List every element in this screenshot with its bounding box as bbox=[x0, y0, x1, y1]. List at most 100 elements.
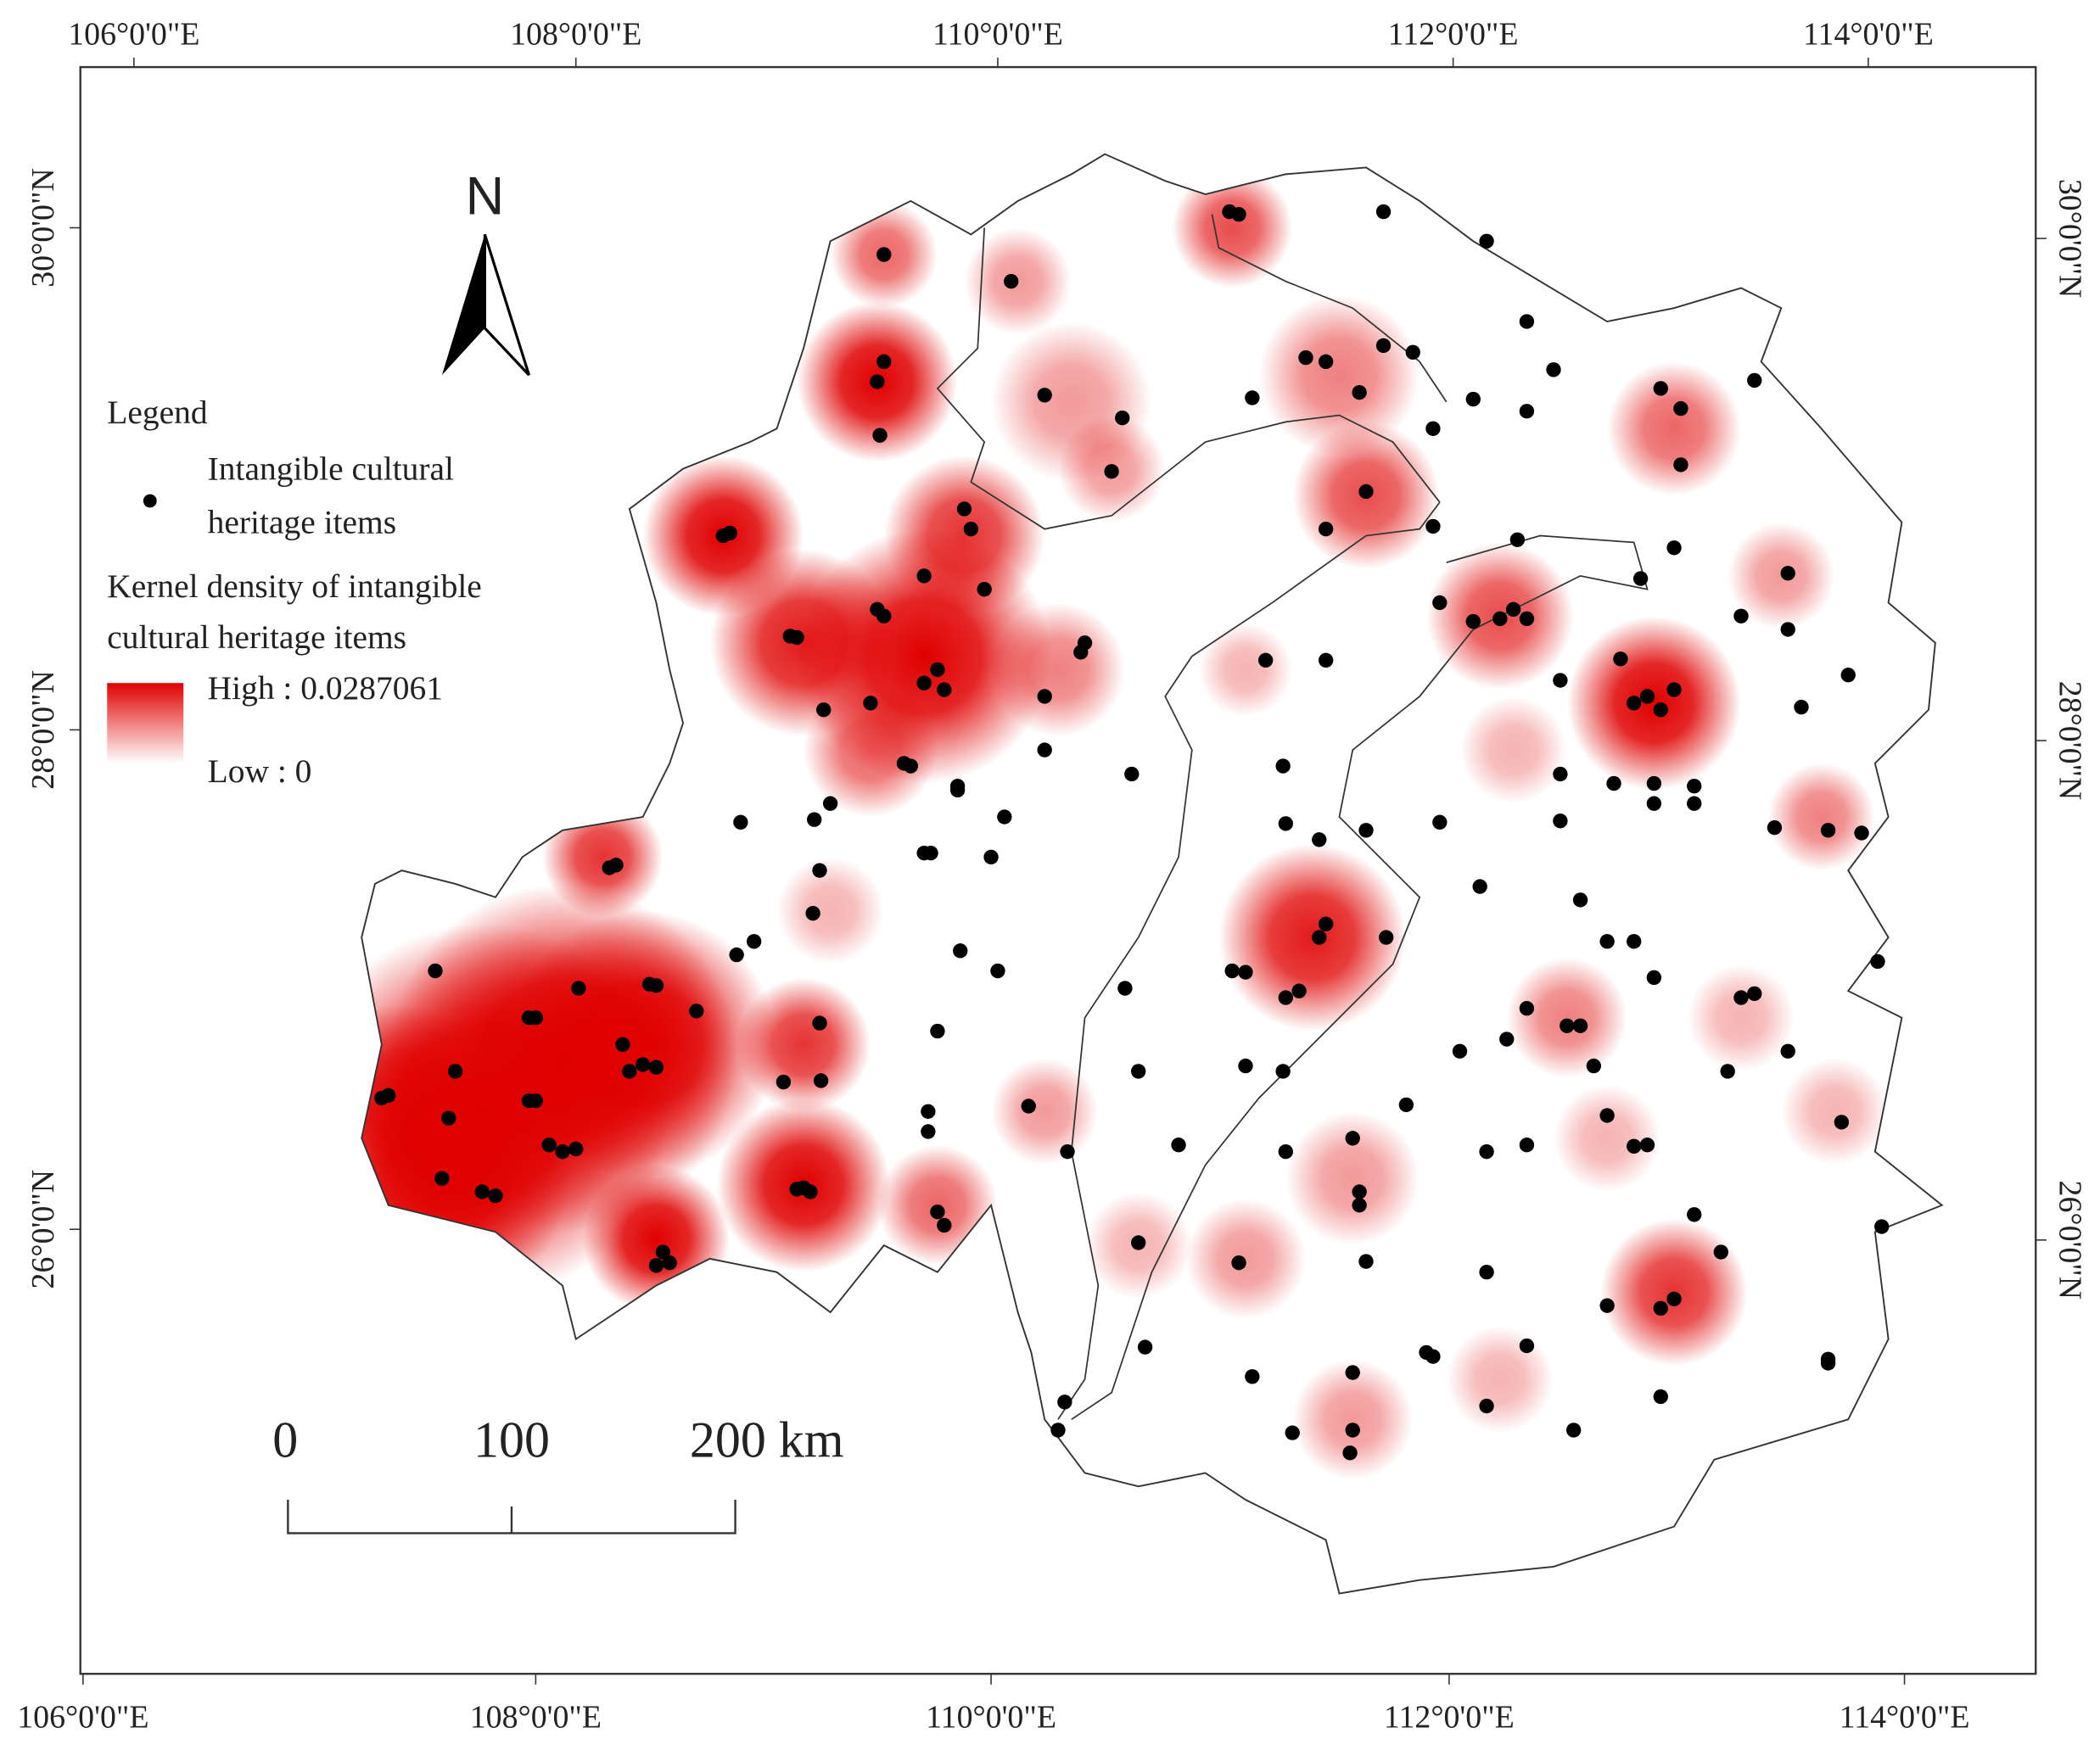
heritage-point bbox=[956, 501, 972, 517]
heritage-point bbox=[1073, 645, 1089, 660]
heritage-point bbox=[1599, 1298, 1615, 1313]
heritage-point bbox=[1519, 314, 1535, 329]
density-blob bbox=[1446, 1325, 1554, 1434]
heritage-point bbox=[1519, 1001, 1535, 1016]
heritage-point bbox=[1586, 1058, 1602, 1074]
heritage-point bbox=[1713, 1244, 1728, 1260]
heritage-point bbox=[876, 354, 892, 370]
heritage-point bbox=[1519, 1138, 1535, 1153]
heritage-point bbox=[1060, 1143, 1075, 1160]
heritage-point bbox=[1606, 775, 1621, 791]
heritage-point bbox=[1653, 381, 1668, 396]
heritage-point bbox=[1222, 204, 1237, 220]
graticule-labels: 106°0'0"E 108°0'0"E 110°0'0"E 112°0'0"E 114°… bbox=[17, 16, 2087, 1735]
heritage-point bbox=[1666, 540, 1682, 556]
heritage-point bbox=[1124, 766, 1140, 782]
right-lat-label: 30°0'0"N bbox=[2052, 179, 2088, 299]
heritage-point bbox=[655, 1244, 671, 1260]
heritage-point bbox=[428, 963, 443, 979]
heritage-point bbox=[568, 1141, 584, 1157]
heritage-point bbox=[1553, 766, 1568, 782]
legend-point-label: heritage items bbox=[208, 503, 396, 540]
heritage-point bbox=[876, 608, 892, 623]
heritage-point bbox=[1352, 1184, 1367, 1199]
heritage-point bbox=[1352, 384, 1367, 400]
scale-label: 100 bbox=[473, 1412, 550, 1468]
scale-label: 0 bbox=[272, 1412, 298, 1468]
heritage-point bbox=[1499, 1031, 1515, 1047]
heritage-point bbox=[1231, 1255, 1246, 1271]
heritage-point bbox=[521, 1093, 537, 1109]
legend-point-label: Intangible cultural bbox=[208, 450, 454, 487]
heritage-point bbox=[1379, 930, 1394, 945]
legend: Legend Intangible cultural heritage item… bbox=[107, 394, 482, 790]
heritage-point bbox=[822, 796, 838, 811]
heritage-point bbox=[1298, 349, 1313, 366]
density-blob bbox=[1285, 1111, 1420, 1246]
heritage-point bbox=[1546, 362, 1561, 377]
bottom-lon-label: 110°0'0"E bbox=[926, 1699, 1056, 1735]
heritage-point bbox=[1345, 1365, 1360, 1380]
heritage-point bbox=[876, 247, 892, 262]
heritage-point bbox=[872, 428, 888, 443]
legend-high: High : 0.0287061 bbox=[208, 669, 443, 707]
north-label: N bbox=[466, 167, 505, 226]
right-lat-label: 28°0'0"N bbox=[2052, 681, 2088, 801]
density-blob bbox=[804, 683, 938, 818]
density-blob bbox=[1198, 623, 1293, 717]
density-blob bbox=[1781, 1058, 1889, 1166]
heritage-point bbox=[805, 905, 820, 921]
heritage-point bbox=[1639, 689, 1655, 704]
heritage-point bbox=[1465, 613, 1481, 629]
heritage-point bbox=[1050, 1423, 1066, 1438]
density-blob bbox=[1767, 763, 1875, 871]
heritage-point bbox=[1312, 930, 1327, 945]
heritage-point bbox=[1472, 879, 1487, 894]
heritage-point bbox=[1238, 964, 1253, 980]
density-blob bbox=[991, 602, 1125, 737]
density-blob bbox=[361, 1004, 496, 1192]
heritage-point bbox=[1840, 668, 1856, 683]
heritage-point bbox=[1780, 622, 1795, 637]
heritage-point bbox=[1874, 1219, 1890, 1234]
heritage-point bbox=[447, 1064, 463, 1079]
heritage-point bbox=[1639, 1138, 1655, 1153]
right-lat-label: 26°0'0"N bbox=[2052, 1181, 2088, 1300]
heritage-point bbox=[1509, 532, 1526, 547]
legend-density-label: cultural heritage items bbox=[107, 618, 406, 656]
heritage-point bbox=[1553, 673, 1568, 688]
heritage-point bbox=[1318, 354, 1334, 370]
heritage-point bbox=[997, 809, 1012, 825]
heritage-point bbox=[789, 1182, 804, 1197]
heritage-point bbox=[1375, 204, 1392, 220]
heritage-point bbox=[1465, 391, 1481, 407]
heritage-point bbox=[1646, 775, 1662, 791]
density-blob bbox=[1184, 1198, 1306, 1319]
heritage-point bbox=[1057, 1395, 1072, 1410]
heritage-point bbox=[816, 702, 832, 718]
density-blob bbox=[736, 977, 871, 1112]
heritage-point bbox=[1870, 953, 1885, 970]
density-blob bbox=[1506, 957, 1627, 1078]
heritage-point bbox=[571, 981, 586, 996]
heritage-point bbox=[1653, 702, 1668, 718]
heritage-point bbox=[1291, 983, 1307, 998]
heritage-point bbox=[635, 1057, 651, 1072]
heritage-point bbox=[488, 1188, 503, 1204]
heritage-point bbox=[1479, 1265, 1494, 1280]
heritage-point bbox=[1358, 823, 1374, 838]
heritage-point bbox=[1666, 1291, 1682, 1306]
heritage-point bbox=[555, 1143, 570, 1160]
density-blob bbox=[991, 1058, 1099, 1166]
heritage-point bbox=[1004, 273, 1019, 289]
heritage-point bbox=[1425, 421, 1441, 436]
heritage-point bbox=[1646, 796, 1662, 811]
heritage-point bbox=[434, 1171, 450, 1186]
heritage-point bbox=[1733, 990, 1749, 1005]
density-blob bbox=[1687, 964, 1795, 1071]
heritage-point bbox=[1747, 372, 1762, 389]
heritage-point bbox=[1720, 1064, 1735, 1079]
heritage-point bbox=[662, 1255, 677, 1271]
heritage-point bbox=[1627, 934, 1642, 949]
heritage-point bbox=[1794, 699, 1809, 715]
